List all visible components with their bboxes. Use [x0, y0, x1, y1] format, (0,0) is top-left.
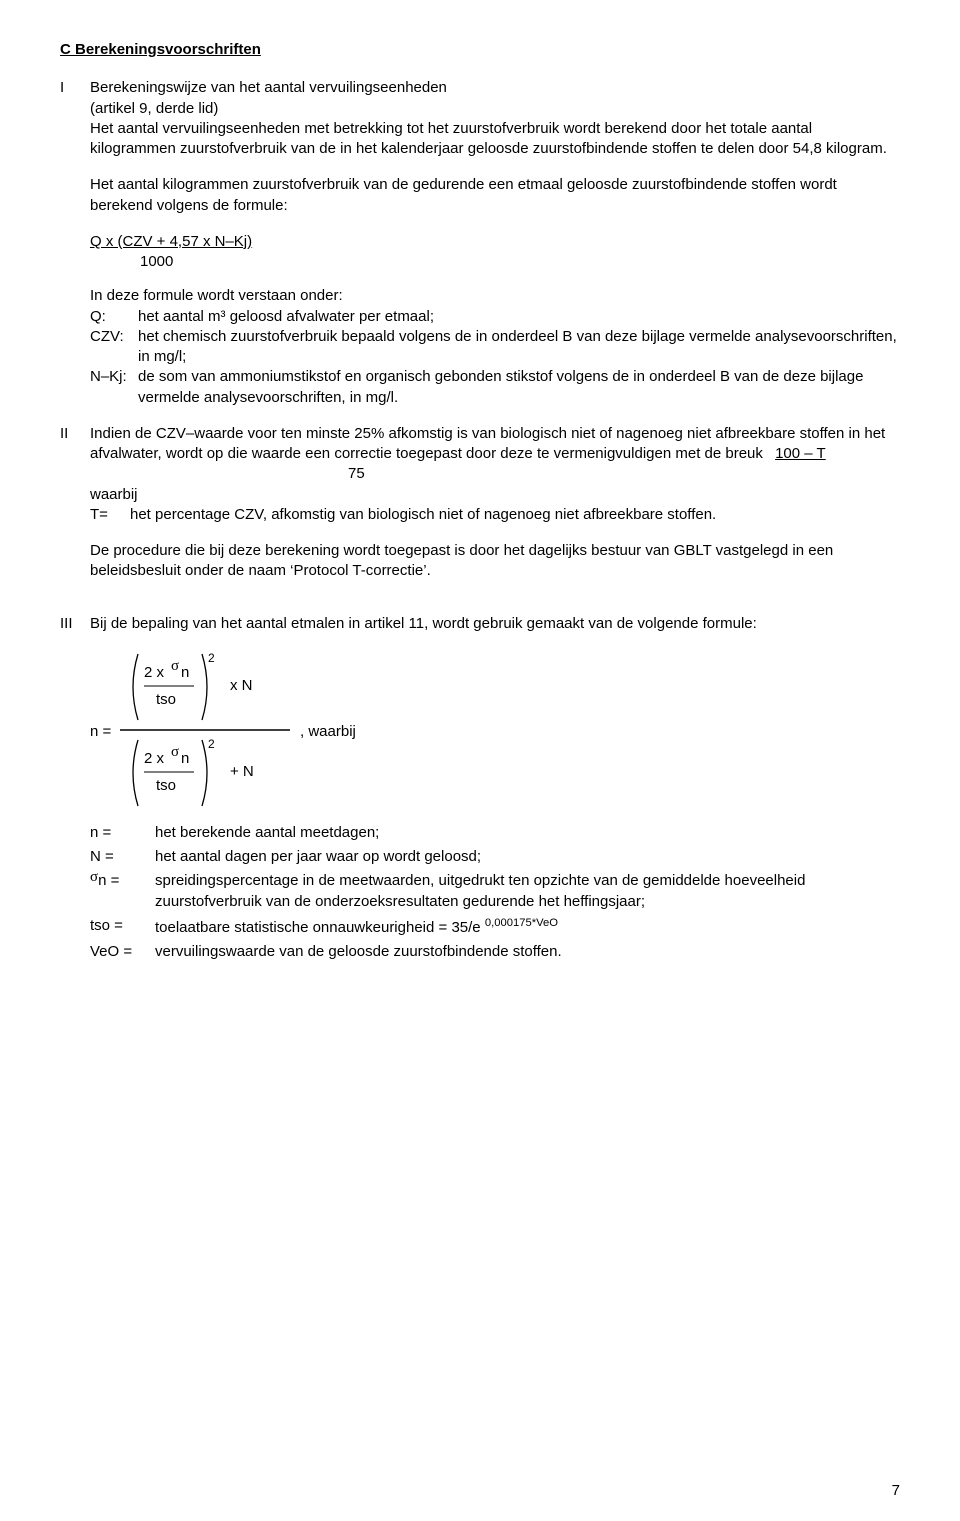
f-waarbij: , waarbij	[300, 723, 356, 740]
f-lhs: n =	[90, 723, 112, 740]
sigma-symbol: σ	[90, 869, 98, 885]
formula-numerator: Q x (CZV + 4,57 x N–Kj)	[90, 232, 900, 252]
sec-I-heading1: Berekeningswijze van het aantal vervuili…	[90, 78, 900, 98]
sec-II-lead: Indien de CZV–waarde voor ten minste 25%…	[90, 424, 900, 465]
f-n-top: n	[181, 664, 189, 681]
f-2x-bot: 2 x	[144, 750, 165, 767]
big-formula: 2 x σ n tso 2 x N n = , waarbij	[90, 642, 900, 817]
def-VeO-text: vervuilingswaarde van de geloosde zuurst…	[155, 942, 900, 962]
section-I: I Berekeningswijze van het aantal vervui…	[60, 78, 900, 408]
def-n-text: het berekende aantal meetdagen;	[155, 823, 900, 843]
def-sigman-label: σn =	[90, 871, 155, 912]
sec-III-defs: n = het berekende aantal meetdagen; N = …	[90, 823, 900, 963]
def-Q-label: Q:	[90, 307, 138, 327]
def-Q-text: het aantal m³ geloosd afvalwater per etm…	[138, 307, 900, 327]
sec-I-para2: Het aantal kilogrammen zuurstofverbruik …	[90, 175, 900, 216]
tso-text-pre: toelaatbare statistische onnauwkeurighei…	[155, 919, 485, 936]
f-xN: x N	[230, 677, 253, 694]
frac-top: 100 – T	[773, 445, 828, 462]
f-n-bot: n	[181, 750, 189, 767]
def-sigman-text: spreidingspercentage in de meetwaarden, …	[155, 871, 900, 912]
sec-II-lead-text: Indien de CZV–waarde voor ten minste 25%…	[90, 425, 885, 462]
section-III: III Bij de bepaling van het aantal etmal…	[60, 614, 900, 963]
formula-denominator: 1000	[140, 252, 900, 272]
def-n-label: n =	[90, 823, 155, 843]
sigman-rest: n =	[98, 872, 119, 889]
defs-intro: In deze formule wordt verstaan onder:	[90, 286, 900, 306]
def-CZV-text: het chemisch zuurstofverbruik bepaald vo…	[138, 327, 900, 368]
frac-bot: 75	[348, 464, 900, 484]
roman-I: I	[60, 78, 90, 408]
def-NKj-label: N–Kj:	[90, 367, 138, 408]
def-tso-label: tso =	[90, 916, 155, 938]
f-2x-top: 2 x	[144, 664, 165, 681]
f-plusN: + N	[230, 763, 254, 780]
fraction-100T-75: 100 – T	[773, 444, 828, 464]
def-VeO-label: VeO =	[90, 942, 155, 962]
tso-exp: 0,000175*VeO	[485, 917, 558, 929]
section-II: II Indien de CZV–waarde voor ten minste …	[60, 424, 900, 598]
sec-III-intro: Bij de bepaling van het aantal etmalen i…	[90, 614, 900, 634]
def-NKj-text: de som van ammoniumstikstof en organisch…	[138, 367, 900, 408]
def-N-label: N =	[90, 847, 155, 867]
waarbij: waarbij	[90, 485, 900, 505]
f-sigma-bot: σ	[171, 744, 179, 760]
T-text: het percentage CZV, afkomstig van biolog…	[130, 505, 900, 525]
T-label: T=	[90, 505, 130, 525]
def-N-text: het aantal dagen per jaar waar op wordt …	[155, 847, 900, 867]
roman-II: II	[60, 424, 90, 598]
def-tso-text: toelaatbare statistische onnauwkeurighei…	[155, 916, 900, 938]
sec-I-heading2: (artikel 9, derde lid)	[90, 99, 900, 119]
f-exp-top: 2	[208, 651, 215, 665]
f-sigma-top: σ	[171, 658, 179, 674]
f-tso-top: tso	[156, 691, 176, 708]
sec-I-para1: Het aantal vervuilingseenheden met betre…	[90, 119, 900, 160]
section-title: C Berekeningsvoorschriften	[60, 40, 900, 60]
formula-svg: 2 x σ n tso 2 x N n = , waarbij	[90, 642, 390, 817]
f-exp-bot: 2	[208, 737, 215, 751]
f-tso-bot: tso	[156, 777, 176, 794]
roman-III: III	[60, 614, 90, 963]
sec-II-para2: De procedure die bij deze berekening wor…	[90, 541, 900, 582]
page-number: 7	[892, 1481, 900, 1501]
formula-Q: Q x (CZV + 4,57 x N–Kj) 1000	[90, 232, 900, 273]
def-CZV-label: CZV:	[90, 327, 138, 368]
